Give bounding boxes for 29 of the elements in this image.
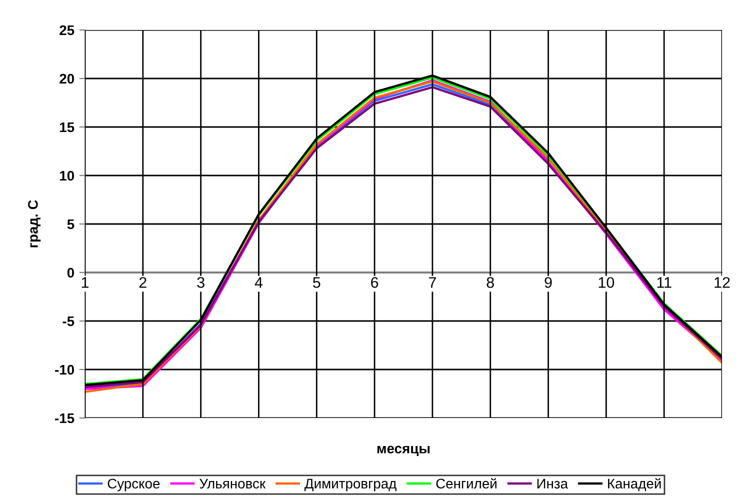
y-tick-label: 10 <box>60 170 74 181</box>
x-tick-label: 4 <box>254 277 263 288</box>
x-tick-label: 12 <box>714 277 730 288</box>
x-tick-label: 11 <box>657 277 672 288</box>
x-tick-label: 3 <box>197 277 204 288</box>
y-tick-label: -10 <box>55 364 74 375</box>
y-axis-title: град. С <box>28 200 41 248</box>
legend-label: Инза <box>537 478 568 489</box>
x-tick-label: 7 <box>428 277 436 288</box>
x-tick-label: 2 <box>139 277 146 288</box>
x-tick-label: 8 <box>486 277 494 288</box>
legend-label: Ульяновск <box>200 478 266 489</box>
x-tick-label: 6 <box>371 277 378 288</box>
legend-label: Сурское <box>108 478 160 492</box>
legend-label: Димитровград <box>304 478 396 492</box>
x-axis-title: месяцы <box>377 446 430 456</box>
x-tick-label: 10 <box>598 277 614 288</box>
y-tick-label: 25 <box>60 25 74 36</box>
x-tick-label: 1 <box>82 277 89 288</box>
y-tick-label: 20 <box>60 74 74 84</box>
y-tick-label: -15 <box>55 413 74 424</box>
y-tick-label: 5 <box>67 219 74 230</box>
legend-label: Канадей <box>608 478 661 492</box>
y-tick-label: -5 <box>62 316 74 326</box>
legend-label: Сенгилей <box>436 478 496 489</box>
x-tick-label: 9 <box>544 277 552 288</box>
y-tick-label: 0 <box>67 268 74 278</box>
x-tick-label: 5 <box>313 277 320 288</box>
y-tick-label: 15 <box>60 122 74 132</box>
